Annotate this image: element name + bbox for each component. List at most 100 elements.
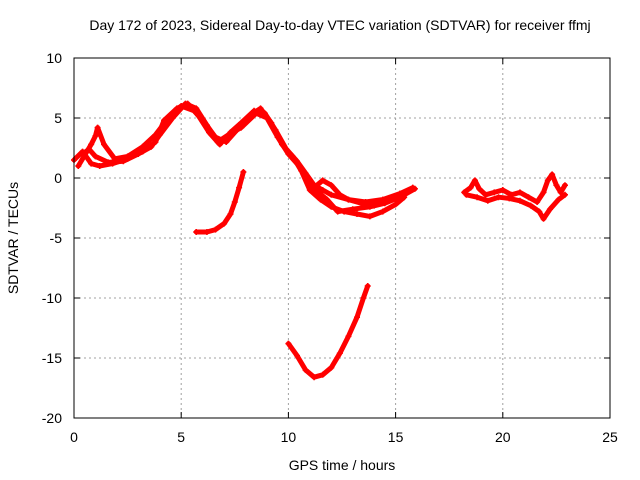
data-point [553, 182, 560, 189]
data-point [358, 200, 365, 207]
x-tick-label: 5 [177, 429, 185, 445]
x-tick-label: 0 [70, 429, 78, 445]
data-point [225, 131, 232, 138]
data-point [349, 206, 356, 213]
data-point [345, 333, 352, 340]
data-point [263, 115, 270, 121]
data-point [75, 163, 82, 169]
series-track-c [79, 100, 418, 215]
data-point [540, 215, 547, 222]
data-point [506, 195, 513, 202]
data-point [221, 220, 228, 227]
x-axis-label: GPS time / hours [289, 457, 396, 473]
data-point [193, 105, 200, 112]
data-point [227, 211, 234, 217]
data-point [476, 185, 483, 192]
data-point [371, 202, 378, 209]
data-point [319, 177, 326, 184]
data-point [96, 163, 103, 169]
data-point [379, 208, 386, 215]
data-point [306, 187, 313, 193]
data-point [544, 177, 551, 184]
data-point [212, 226, 219, 233]
data-point [328, 364, 335, 371]
data-point [381, 200, 388, 207]
data-point [411, 185, 418, 192]
data-point [328, 191, 335, 198]
data-point [328, 182, 335, 189]
data-point [253, 110, 260, 117]
grid-lines [74, 58, 610, 418]
data-point [311, 184, 318, 191]
data-point [319, 371, 326, 378]
data-point [79, 151, 86, 157]
data-point [561, 191, 568, 198]
data-point [323, 196, 330, 203]
data-point [105, 159, 112, 166]
data-point [257, 105, 264, 112]
tick-labels: 0 5 10 15 20 25 -20 -15 -10 -5 0 5 10 [42, 50, 618, 445]
data-point [311, 374, 318, 381]
data-point [396, 194, 403, 201]
data-point [360, 295, 367, 301]
data-point [336, 350, 343, 357]
data-point [240, 169, 247, 175]
y-tick-label: -20 [42, 410, 62, 426]
data-point [88, 160, 95, 167]
plot-frame [73, 57, 611, 419]
data-point [534, 199, 541, 205]
data-point [120, 158, 127, 165]
data-point [315, 189, 322, 196]
data-point [334, 208, 341, 215]
data-point [306, 179, 313, 186]
data-point [135, 151, 142, 157]
chart-title: Day 172 of 2023, Sidereal Day-to-day VTE… [89, 17, 590, 33]
y-tick-label: -15 [42, 350, 62, 366]
data-point [557, 189, 564, 196]
data-point [223, 139, 230, 145]
data-point [482, 191, 489, 198]
data-point [555, 196, 562, 203]
y-axis-label: SDTVAR / TECUs [5, 182, 21, 294]
data-point [148, 143, 155, 150]
data-point [540, 189, 547, 196]
data-point [203, 229, 210, 235]
x-tick-label: 20 [495, 429, 511, 445]
data-point [561, 182, 568, 189]
data-point [536, 208, 543, 215]
series-track-a [71, 100, 416, 205]
data-point [156, 131, 163, 138]
x-tick-label: 10 [281, 429, 297, 445]
data-point [366, 213, 373, 220]
data-point [336, 191, 343, 198]
x-tick-label: 25 [602, 429, 618, 445]
data-point [236, 184, 243, 191]
data-point [193, 229, 200, 235]
data-point [296, 163, 303, 169]
data-point [516, 189, 523, 196]
data-point [525, 194, 532, 201]
series-line [285, 283, 371, 380]
data-point [238, 124, 245, 131]
x-tick-label: 15 [388, 429, 404, 445]
data-point [467, 184, 474, 191]
y-tick-label: 10 [46, 50, 62, 66]
series-track-f [285, 283, 371, 381]
data-point [92, 133, 99, 139]
data-point [92, 153, 99, 160]
data-point [169, 115, 176, 121]
y-tick-label: 0 [54, 170, 62, 186]
data-point [285, 151, 292, 157]
series-track-h [463, 191, 568, 222]
data-point [354, 314, 361, 321]
series-track-g [461, 171, 568, 205]
y-tick-label: 5 [54, 110, 62, 126]
data-point [88, 141, 95, 148]
data-point [231, 199, 238, 205]
data-point [345, 196, 352, 203]
data-point [293, 352, 300, 359]
y-tick-label: -10 [42, 290, 62, 306]
data-point [285, 340, 292, 347]
series-track-e [193, 169, 247, 235]
